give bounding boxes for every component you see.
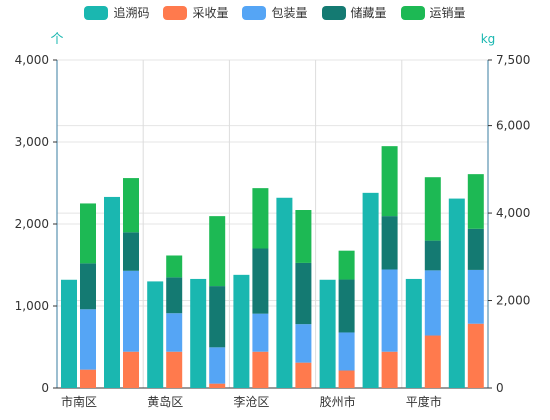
x-tick-label: 胶州市: [320, 394, 356, 409]
left-tick-label: 4,000: [15, 53, 49, 67]
legend-item-sales[interactable]: 运销量: [400, 4, 466, 21]
x-tick-label: 黄岛区: [147, 394, 183, 409]
stack-segment: [209, 383, 226, 388]
x-tick-label: 李沧区: [233, 394, 269, 409]
stack-segment: [123, 270, 139, 352]
traceability-bar: [147, 281, 164, 388]
legend-swatch-sales: [400, 5, 425, 20]
left-axis-unit: 个: [50, 32, 63, 47]
stack-segment: [424, 335, 441, 388]
legend-label-sales: 运销量: [429, 6, 466, 20]
right-tick-label: 0: [496, 381, 504, 395]
traceability-bar: [104, 196, 120, 388]
chart-legend: 追溯码 采收量 包装量 储藏量 运销量: [0, 4, 550, 21]
legend-item-packaging[interactable]: 包装量: [242, 4, 308, 21]
legend-swatch-harvest: [163, 5, 188, 20]
stack-segment: [467, 269, 484, 324]
stack-segment: [252, 248, 269, 314]
legend-item-traceability[interactable]: 追溯码: [84, 4, 149, 21]
traceability-bar: [190, 278, 207, 388]
stack-segment: [166, 351, 183, 388]
x-tick-label: 市南区: [61, 394, 97, 409]
legend-swatch-storage: [321, 5, 346, 20]
stack-segment: [338, 279, 355, 333]
traceability-bar: [61, 279, 77, 388]
stack-segment: [424, 240, 441, 271]
stack-segment: [381, 351, 398, 388]
stack-segment: [80, 369, 96, 388]
legend-item-storage[interactable]: 储藏量: [321, 4, 387, 21]
stack-segment: [338, 370, 355, 388]
stack-segment: [381, 269, 398, 352]
stack-segment: [166, 277, 183, 314]
legend-swatch-packaging: [242, 5, 267, 20]
stack-segment: [381, 216, 398, 270]
legend-label-packaging: 包装量: [271, 6, 308, 20]
right-tick-label: 6,000: [496, 119, 530, 133]
legend-swatch-traceability: [84, 5, 109, 20]
stack-segment: [209, 286, 226, 348]
stack-segment: [338, 332, 355, 371]
traceability-bar: [405, 278, 422, 388]
traceability-bar: [362, 192, 379, 388]
left-tick-label: 1,000: [15, 299, 49, 313]
traceability-bar: [233, 274, 250, 388]
stack-segment: [424, 177, 441, 241]
stack-segment: [295, 210, 312, 263]
stack-segment: [209, 216, 226, 287]
stack-segment: [80, 203, 96, 264]
left-tick-label: 2,000: [15, 217, 49, 231]
stack-segment: [295, 262, 312, 325]
traceability-bar: [276, 197, 293, 388]
left-tick-label: 3,000: [15, 135, 49, 149]
stack-segment: [467, 174, 484, 229]
right-tick-label: 2,000: [496, 294, 530, 308]
stack-segment: [80, 263, 96, 310]
x-tick-label: 平度市: [406, 394, 442, 409]
stack-segment: [166, 255, 183, 278]
traceability-bar: [448, 198, 465, 388]
stack-segment: [123, 351, 139, 388]
stack-segment: [295, 362, 312, 388]
right-tick-label: 7,500: [496, 53, 530, 67]
stack-segment: [381, 146, 398, 217]
legend-label-storage: 储藏量: [350, 6, 387, 20]
stack-segment: [80, 309, 96, 370]
stack-segment: [252, 351, 269, 388]
stack-segment: [467, 228, 484, 270]
left-tick-label: 0: [41, 381, 49, 395]
right-tick-label: 4,000: [496, 206, 530, 220]
stack-segment: [123, 178, 139, 233]
legend-label-traceability: 追溯码: [113, 6, 150, 20]
stack-segment: [166, 313, 183, 352]
stack-segment: [123, 232, 139, 271]
stack-segment: [467, 323, 484, 388]
stack-segment: [209, 347, 226, 384]
stack-segment: [252, 313, 269, 352]
traceability-bar: [319, 279, 336, 388]
right-axis-unit: kg: [481, 32, 496, 46]
stack-segment: [338, 250, 355, 280]
legend-label-harvest: 采收量: [192, 6, 229, 20]
stack-segment: [252, 188, 269, 249]
stack-segment: [424, 270, 441, 336]
legend-item-harvest[interactable]: 采收量: [163, 4, 228, 21]
stack-segment: [295, 324, 312, 363]
